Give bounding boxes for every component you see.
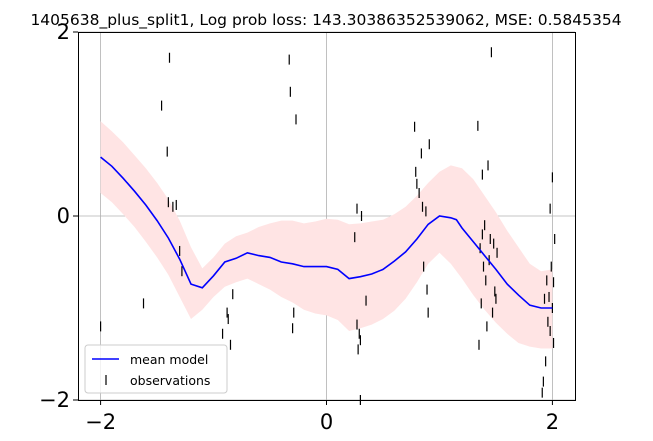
x-tick-label: 2 bbox=[546, 410, 559, 434]
y-tick-label: 0 bbox=[57, 204, 70, 228]
legend-mean-label: mean model bbox=[130, 352, 208, 367]
x-tick-label: 0 bbox=[320, 410, 333, 434]
x-tick-label: −2 bbox=[85, 410, 116, 434]
legend-box bbox=[84, 344, 228, 394]
uncertainty-band bbox=[100, 121, 553, 349]
observations bbox=[99, 47, 556, 405]
mean-model-line bbox=[100, 156, 553, 309]
axis-ticks: −2 0 2 −2 0 2 bbox=[39, 20, 559, 434]
legend: mean model observations bbox=[84, 344, 228, 394]
chart-title: 1405638_plus_split1, Log prob loss: 143.… bbox=[30, 11, 621, 30]
y-tick-label: −2 bbox=[39, 388, 70, 412]
y-tick-label: 2 bbox=[57, 20, 70, 44]
legend-observations-label: observations bbox=[130, 373, 210, 388]
